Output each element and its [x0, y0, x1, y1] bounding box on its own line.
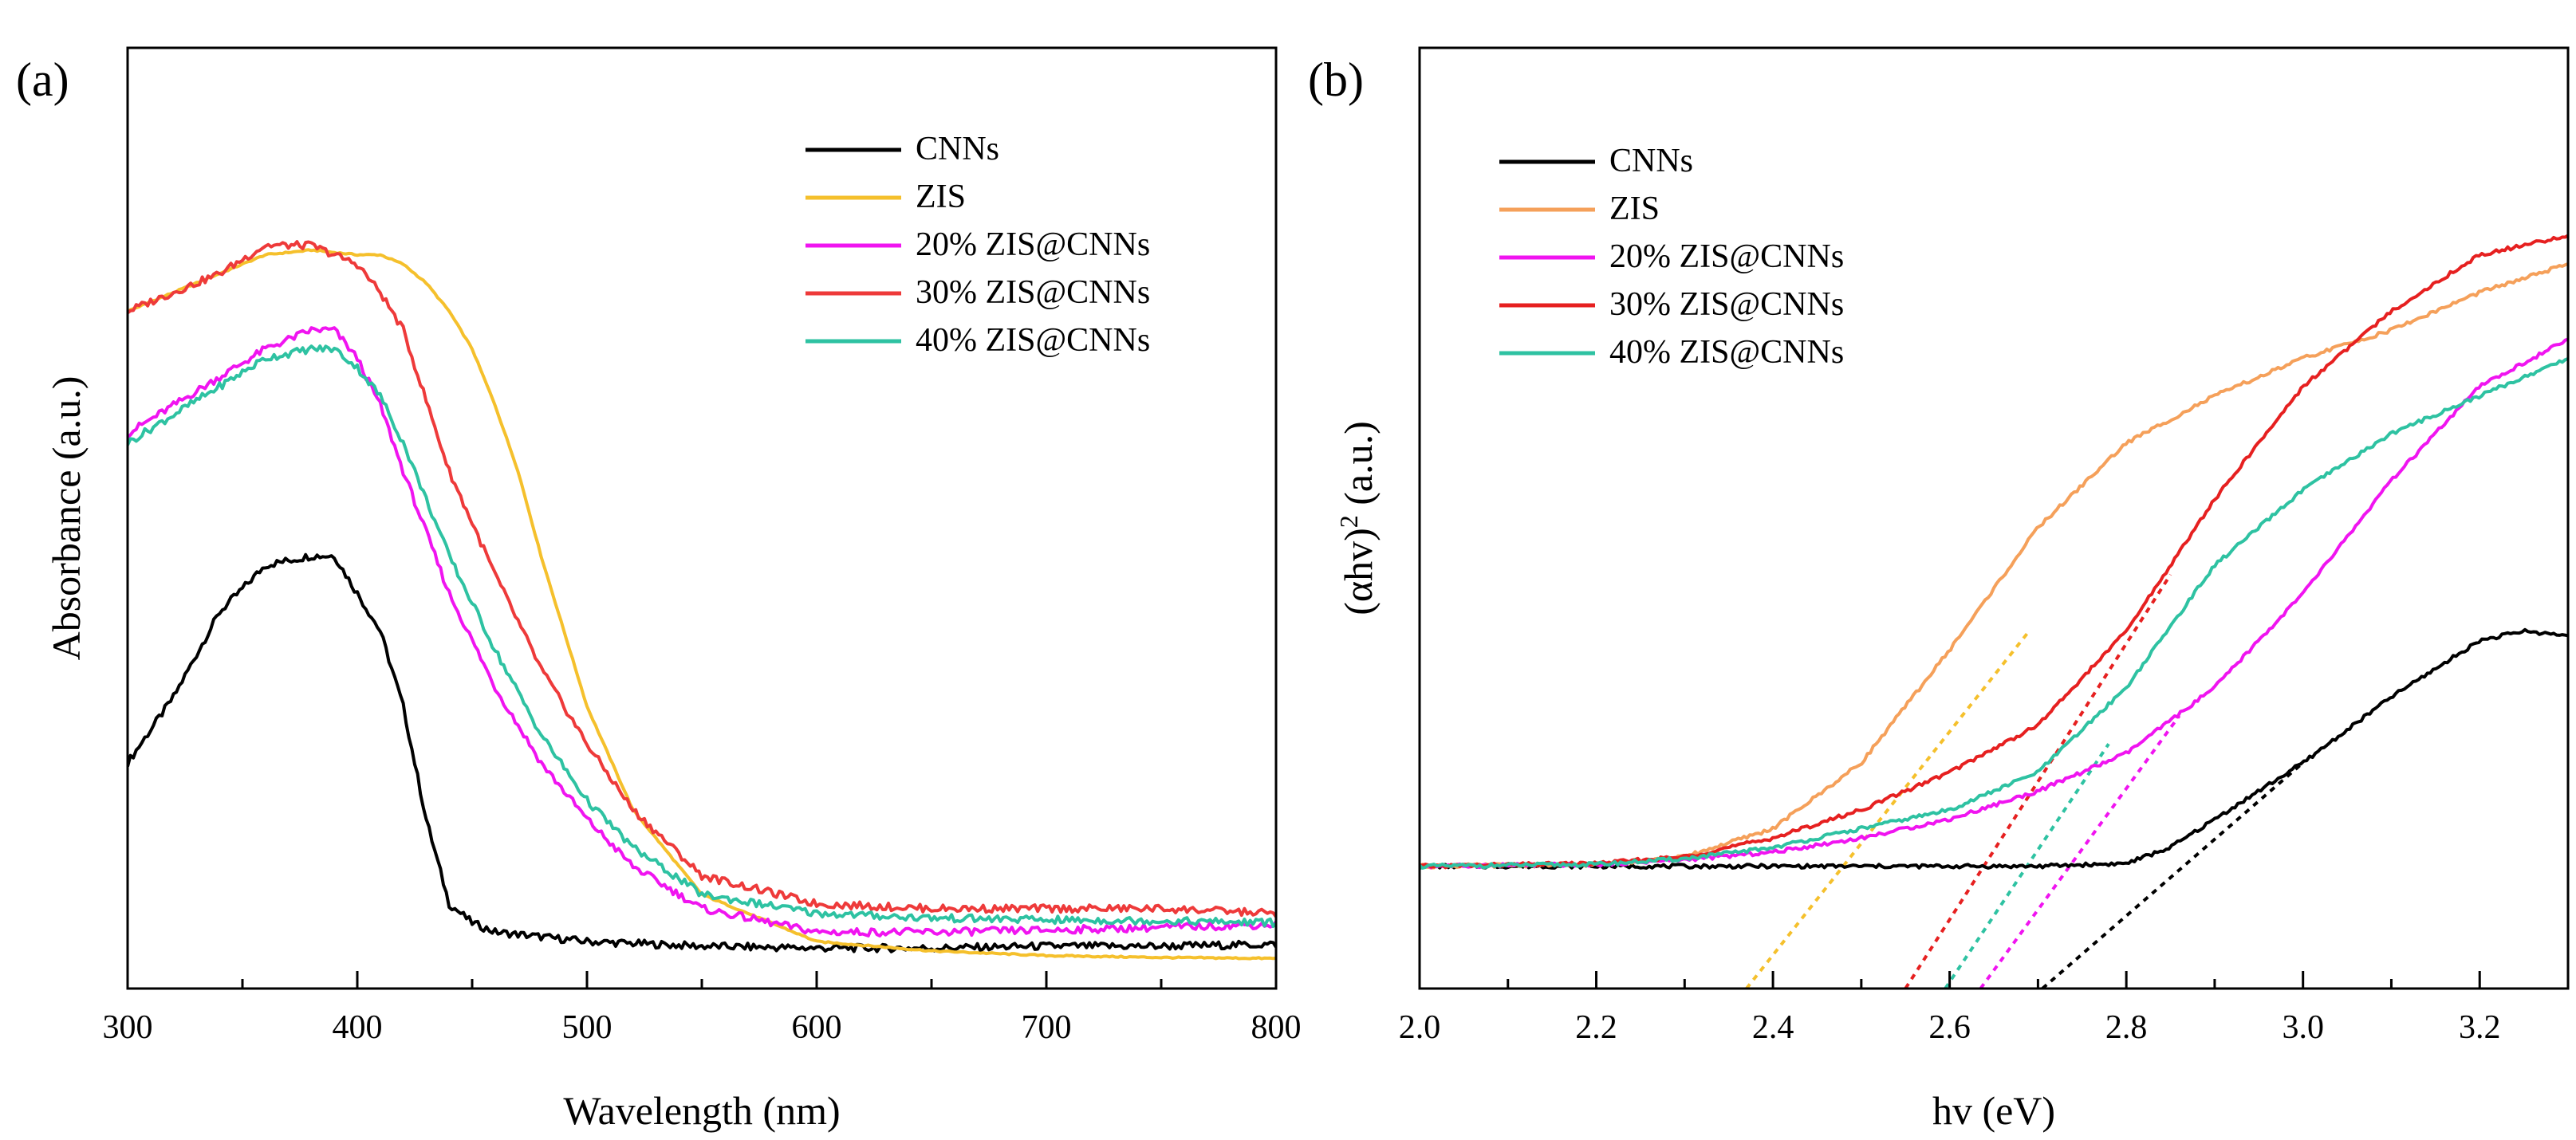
x-tick-label: 400 — [333, 1009, 383, 1046]
legend-label-cnns: CNNs — [1609, 143, 1693, 179]
legend-label-cnns: CNNs — [916, 131, 999, 167]
legend-label-20pct-zis-at-cnns: 20% ZIS@CNNs — [1609, 238, 1844, 275]
x-tick-label: 500 — [562, 1009, 612, 1046]
panel-a-plot-frame — [126, 46, 1278, 990]
x-tick-label: 800 — [1251, 1009, 1302, 1046]
panel-b-y-axis-title: (αhv)2 (a.u.) — [1334, 421, 1381, 615]
legend-label-40pct-zis-at-cnns: 40% ZIS@CNNs — [1609, 334, 1844, 371]
x-tick-label: 2.4 — [1752, 1009, 1794, 1046]
series-line-20pct-zis-at-cnns — [128, 326, 1276, 938]
series-line-cnns — [128, 552, 1276, 953]
panel-a-x-axis: 300 400 500 600 700 800 — [103, 971, 1302, 1046]
x-tick-label: 2.2 — [1575, 1009, 1617, 1046]
legend-label-40pct-zis-at-cnns: 40% ZIS@CNNs — [916, 322, 1150, 359]
panel-a-label: (a) — [16, 53, 69, 106]
panel-a-absorbance-chart: (a) 300 400 500 600 700 800 CNNs ZIS 20% ZIS@CN… — [16, 46, 1302, 1133]
series-line-40pct-zis-at-cnns — [128, 344, 1276, 928]
x-tick-label: 3.0 — [2282, 1009, 2324, 1046]
tangent-line-zis — [1745, 630, 2030, 989]
x-tick-label: 2.0 — [1399, 1009, 1441, 1046]
panel-b-plot-frame — [1418, 46, 2570, 990]
panel-a-x-axis-title: Wavelength (nm) — [563, 1088, 840, 1133]
x-tick-label: 3.2 — [2459, 1009, 2501, 1046]
panel-b-legend: CNNs ZIS 20% ZIS@CNNs 30% ZIS@CNNs 40% ZIS@C… — [1499, 143, 1844, 371]
tangent-line-cnns — [2041, 761, 2305, 989]
panel-b-x-axis-title: hv (eV) — [1932, 1088, 2055, 1133]
tangent-line-30pct-zis-at-cnns — [1904, 573, 2172, 989]
series-line-30pct-zis-at-cnns — [128, 240, 1276, 918]
legend-label-20pct-zis-at-cnns: 20% ZIS@CNNs — [916, 226, 1150, 263]
panel-b-series-group — [1420, 234, 2568, 870]
panel-b-label: (b) — [1308, 53, 1364, 106]
legend-label-zis: ZIS — [1609, 191, 1660, 227]
panel-b-tangent-lines — [1745, 573, 2305, 989]
panel-b-x-axis: 2.0 2.2 2.4 2.6 2.8 3.0 3.2 — [1399, 971, 2501, 1046]
x-tick-label: 2.8 — [2105, 1009, 2148, 1046]
panel-b-y-axis-title-unit: (a.u.) — [1336, 421, 1381, 515]
series-line-30pct-zis-at-cnns — [1420, 234, 2568, 870]
panel-a-y-axis-title: Absorbance (a.u.) — [44, 376, 89, 661]
series-line-20pct-zis-at-cnns — [1420, 337, 2568, 870]
tangent-line-20pct-zis-at-cnns — [1979, 714, 2181, 989]
legend-label-30pct-zis-at-cnns: 30% ZIS@CNNs — [1609, 286, 1844, 323]
legend-label-30pct-zis-at-cnns: 30% ZIS@CNNs — [916, 274, 1150, 311]
x-tick-label: 600 — [792, 1009, 842, 1046]
legend-label-zis: ZIS — [916, 179, 966, 215]
panel-b-y-axis-title-superscript: 2 — [1334, 515, 1363, 528]
panel-a-series-group — [128, 240, 1276, 961]
series-line-40pct-zis-at-cnns — [1420, 356, 2568, 870]
x-tick-label: 700 — [1022, 1009, 1072, 1046]
panel-a-legend: CNNs ZIS 20% ZIS@CNNs 30% ZIS@CNNs 40% ZIS@C… — [805, 131, 1150, 359]
x-tick-label: 2.6 — [1928, 1009, 1971, 1046]
x-tick-label: 300 — [103, 1009, 153, 1046]
panel-b-y-axis-title-main: (αhv) — [1336, 528, 1381, 615]
panel-b-tauc-plot: (b) 2.0 2.2 2.4 2.6 2.8 3.0 3.2 CNNs ZIS 20% ZIS… — [1308, 46, 2570, 1133]
